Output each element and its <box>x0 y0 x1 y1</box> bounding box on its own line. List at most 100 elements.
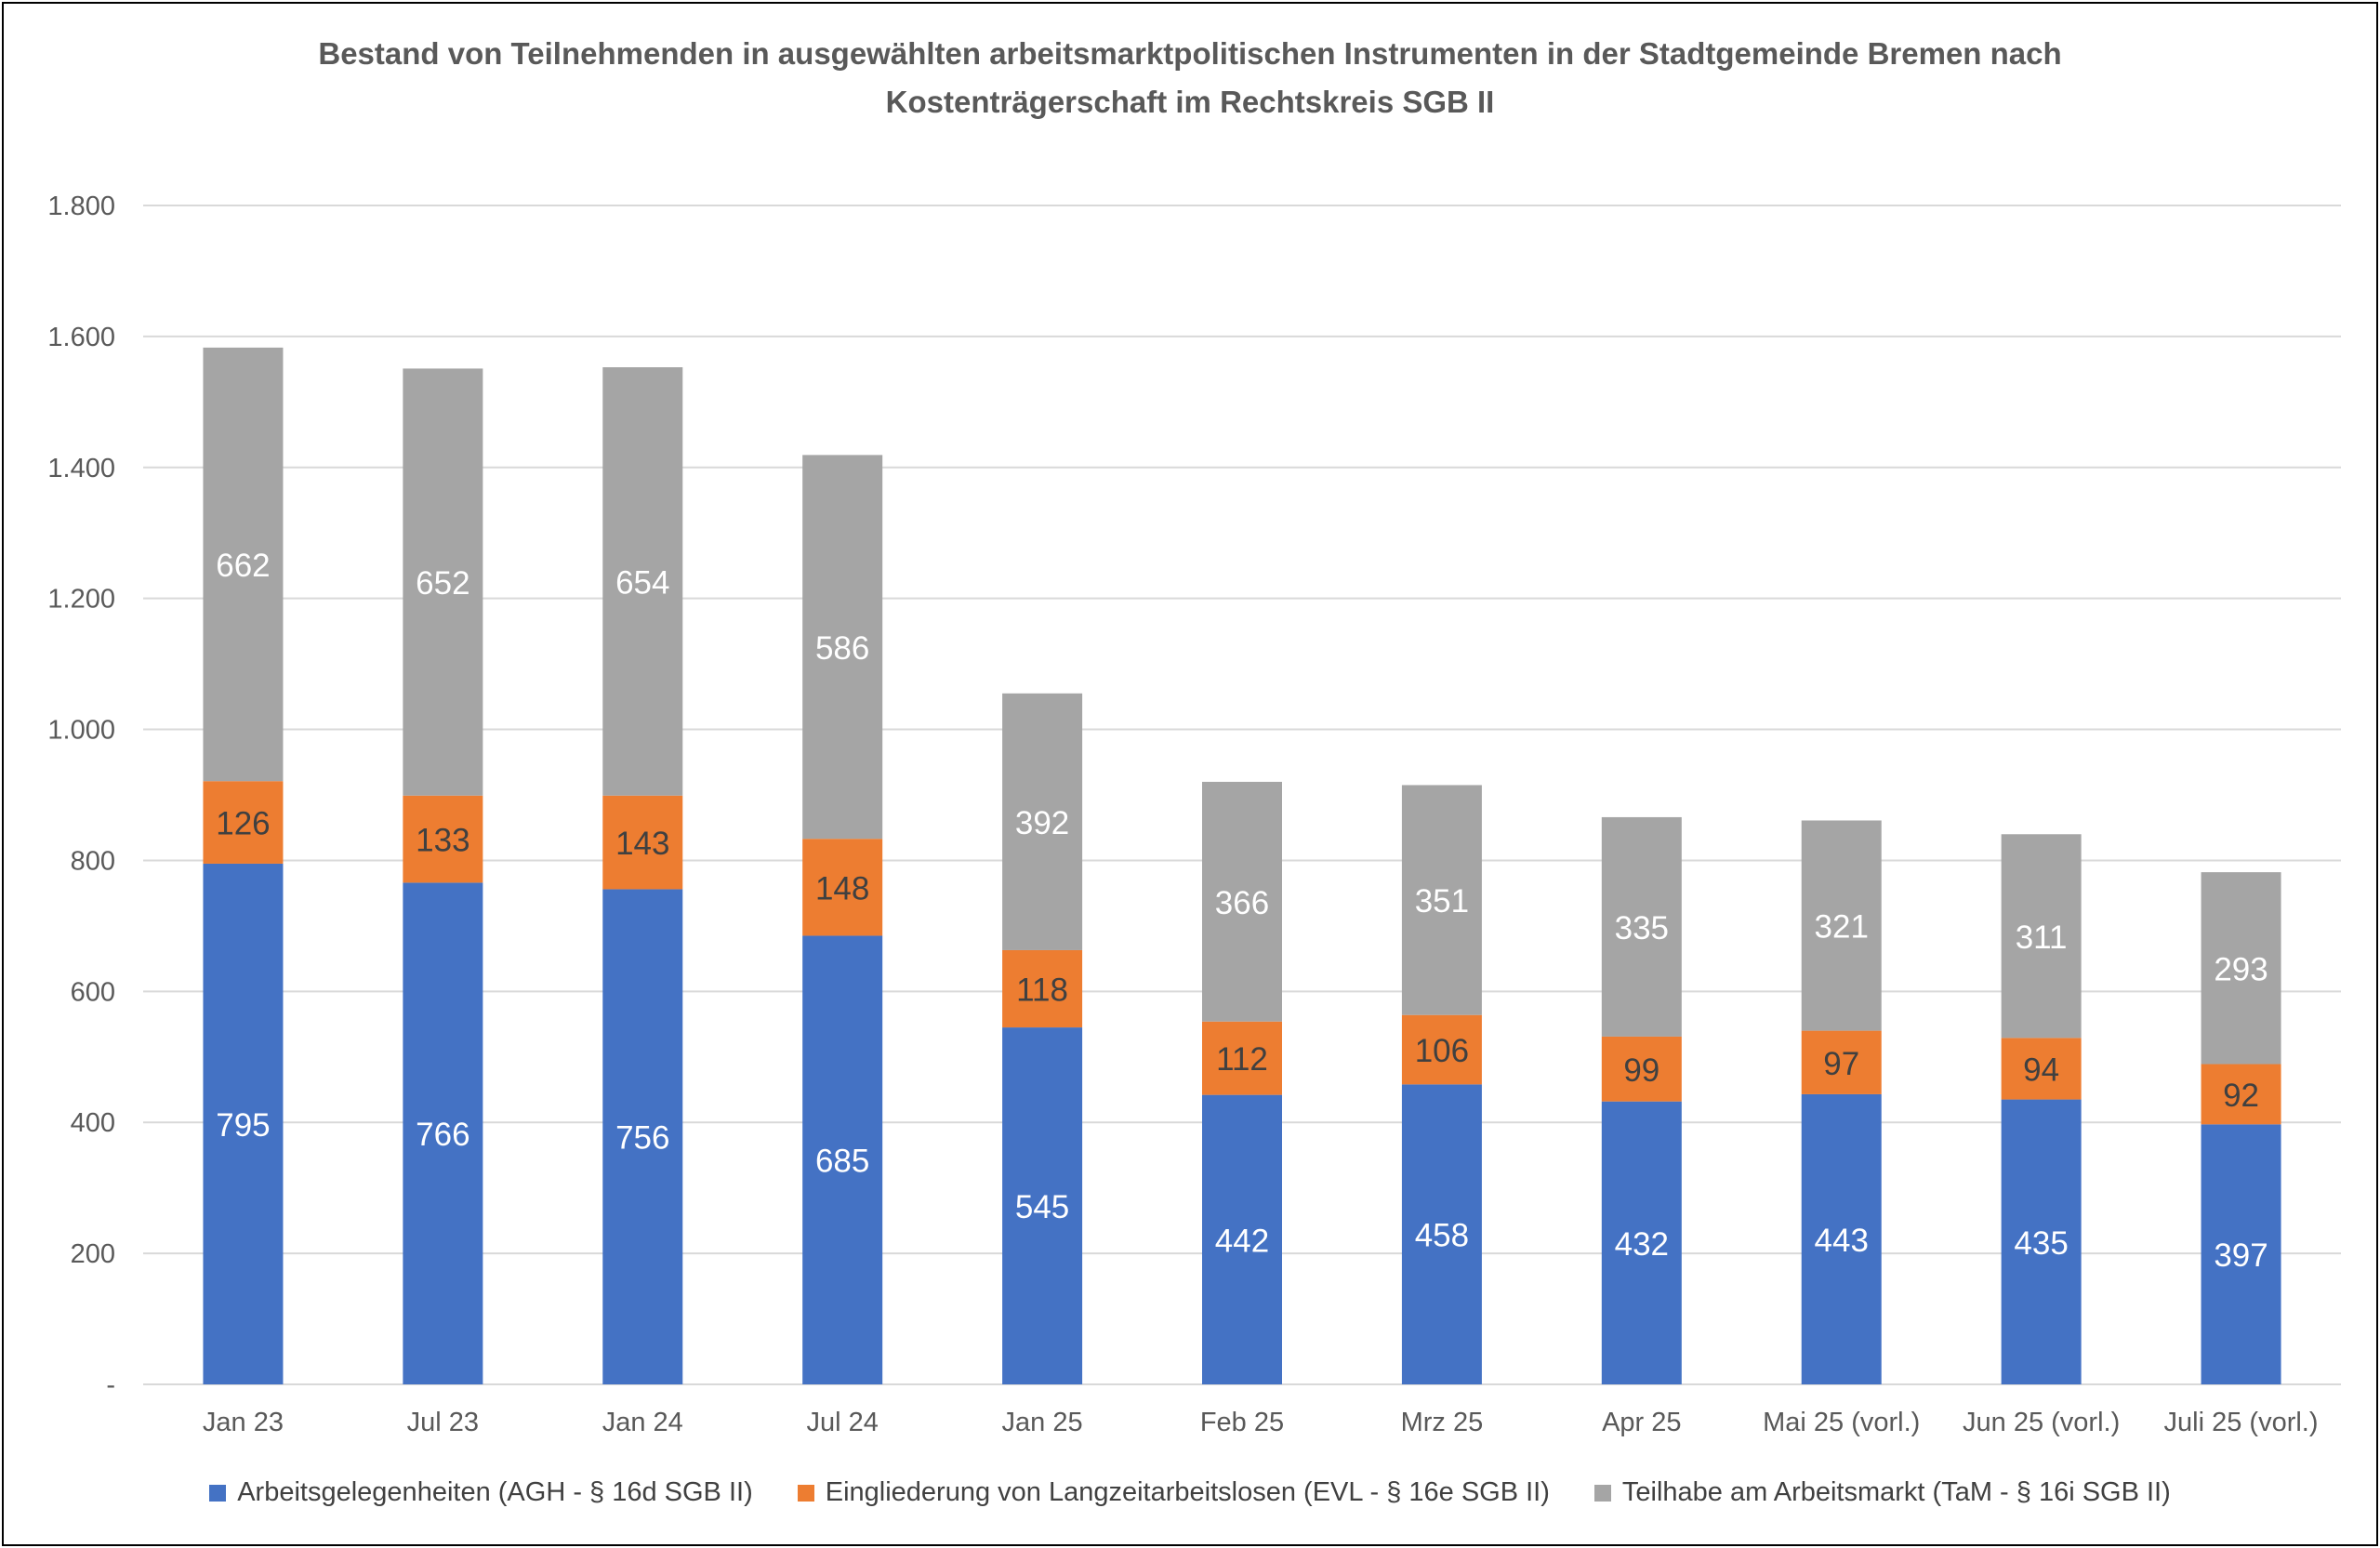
bar-segment <box>2201 1064 2281 1125</box>
data-label: 293 <box>2214 951 2268 987</box>
data-label: 432 <box>1615 1226 1669 1263</box>
bar-segment <box>1601 1101 1682 1384</box>
y-tick-label: - <box>106 1370 115 1400</box>
data-label: 94 <box>2023 1052 2059 1088</box>
data-label: 586 <box>815 630 869 667</box>
bar-segment <box>1202 1021 1282 1095</box>
x-tick-label: Mrz 25 <box>1401 1408 1484 1437</box>
data-label: 92 <box>2223 1078 2259 1114</box>
data-label: 97 <box>1823 1046 1859 1082</box>
bar-segment <box>1202 781 1282 1022</box>
bar-segment <box>1801 820 1882 1031</box>
legend-swatch-agh <box>209 1484 227 1502</box>
data-label: 795 <box>216 1107 270 1144</box>
data-label: 335 <box>1615 910 1669 946</box>
data-label: 351 <box>1415 883 1469 920</box>
bar-segment <box>1401 1014 1482 1085</box>
bar-segment <box>203 863 284 1384</box>
bar-segment <box>203 347 284 782</box>
bar-segment <box>1601 816 1682 1037</box>
data-label: 662 <box>216 548 270 584</box>
legend-label-tam: Teilhabe am Arbeitsmarkt (TaM - § 16i SG… <box>1621 1477 2171 1507</box>
y-tick-label: 1.800 <box>47 192 115 221</box>
x-tick-label: Mai 25 (vorl.) <box>1763 1408 1920 1437</box>
data-label: 148 <box>815 870 869 906</box>
x-tick-label: Feb 25 <box>1200 1408 1284 1437</box>
data-label: 685 <box>815 1144 869 1180</box>
bar-segment <box>2001 1038 2082 1100</box>
bar-segment <box>1801 1030 1882 1094</box>
bar-segment <box>1401 1084 1482 1384</box>
y-tick-label: 1.200 <box>47 585 115 615</box>
data-label: 458 <box>1415 1218 1469 1254</box>
stacked-bar-chart: - 200 400 600 800 1.000 1.200 1.400 1.600 1.800 79… <box>47 192 2341 1437</box>
data-label: 654 <box>615 564 669 601</box>
data-label: 118 <box>1016 972 1068 1009</box>
y-tick-label: 1.000 <box>47 716 115 746</box>
y-tick-label: 200 <box>71 1239 115 1269</box>
data-label: 435 <box>2014 1225 2068 1262</box>
data-label: 106 <box>1415 1033 1469 1069</box>
legend-swatch-tam <box>1593 1484 1611 1502</box>
bar-segment <box>1801 1093 1882 1384</box>
data-label: 652 <box>416 565 469 602</box>
bar-segment <box>602 366 683 796</box>
bar-segment <box>802 935 883 1384</box>
y-tick-label: 400 <box>71 1108 115 1138</box>
bar-segment <box>403 882 483 1384</box>
x-tick-label: Jan 24 <box>602 1408 683 1437</box>
data-label: 392 <box>1015 805 1069 841</box>
x-tick-label: Jul 24 <box>806 1408 878 1437</box>
data-label: 112 <box>1216 1041 1268 1078</box>
legend-swatch-evl <box>797 1484 814 1502</box>
bar-segment <box>2201 872 2281 1065</box>
y-tick-label: 1.400 <box>47 454 115 483</box>
data-label: 133 <box>416 823 469 859</box>
data-label: 311 <box>2016 920 2068 956</box>
x-tick-label: Juli 25 (vorl.) <box>2164 1408 2319 1437</box>
y-tick-label: 1.600 <box>47 323 115 352</box>
data-label: 442 <box>1215 1223 1269 1259</box>
bar-segment <box>802 839 883 936</box>
x-tick-label: Jul 23 <box>407 1408 479 1437</box>
bar-segment <box>1002 949 1083 1028</box>
x-tick-label: Apr 25 <box>1602 1408 1681 1437</box>
legend-item-evl: Eingliederung von Langzeitarbeitslosen (… <box>797 1477 1550 1508</box>
x-tick-label: Jan 23 <box>203 1408 284 1437</box>
data-label: 545 <box>1015 1189 1069 1225</box>
y-tick-label: 600 <box>71 977 115 1007</box>
bar-segment <box>1601 1036 1682 1102</box>
data-label: 143 <box>615 826 669 862</box>
legend-label-evl: Eingliederung von Langzeitarbeitslosen (… <box>825 1477 1550 1507</box>
chart-title-line-1: Bestand von Teilnehmenden in ausgewählte… <box>318 36 2062 71</box>
data-label: 126 <box>216 806 270 842</box>
legend-item-tam: Teilhabe am Arbeitsmarkt (TaM - § 16i SG… <box>1593 1477 2171 1508</box>
bar-segment <box>2001 834 2082 1039</box>
bar-segment <box>403 368 483 796</box>
x-tick-label: Jun 25 (vorl.) <box>1963 1408 2120 1437</box>
legend-item-agh: Arbeitsgelegenheiten (AGH - § 16d SGB II… <box>209 1477 753 1508</box>
data-label: 321 <box>1815 909 1869 946</box>
bar-segment <box>1002 1027 1083 1384</box>
data-label: 99 <box>1623 1052 1659 1089</box>
x-tick-label: Jan 25 <box>1002 1408 1083 1437</box>
bar-segment <box>1401 785 1482 1015</box>
data-label: 366 <box>1215 885 1269 921</box>
y-tick-label: 800 <box>71 846 115 876</box>
data-label: 397 <box>2214 1237 2268 1274</box>
chart-title-line-2: Kostenträgerschaft im Rechtskreis SGB II <box>885 85 1495 119</box>
bar-segment <box>802 455 883 840</box>
bar-segment <box>203 781 284 864</box>
bar-segment <box>2001 1099 2082 1384</box>
bar-segment <box>602 795 683 890</box>
bar-segment <box>403 795 483 883</box>
bar-segment <box>602 889 683 1384</box>
legend-label-agh: Arbeitsgelegenheiten (AGH - § 16d SGB II… <box>237 1477 753 1507</box>
bar-segment <box>2201 1124 2281 1384</box>
chart-title: Bestand von Teilnehmenden in ausgewählte… <box>4 30 2376 126</box>
bar-segment <box>1002 693 1083 950</box>
data-label: 443 <box>1815 1223 1869 1259</box>
data-label: 756 <box>615 1120 669 1157</box>
bar-segment <box>1202 1094 1282 1384</box>
